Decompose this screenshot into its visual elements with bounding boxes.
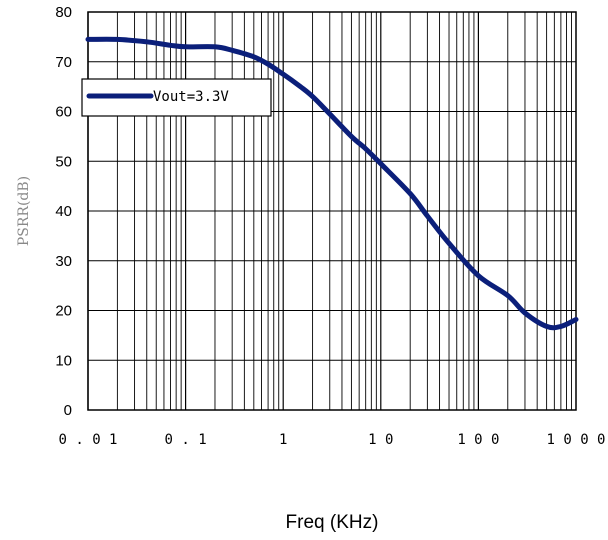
legend-label: Vout=3.3V <box>153 89 229 105</box>
y-tick-label: 70 <box>55 54 72 71</box>
y-tick-label: 0 <box>64 402 72 419</box>
series-line-vout-3-3v <box>85 36 579 331</box>
y-tick-label: 40 <box>55 203 72 220</box>
y-axis-ticks: 0 10 20 30 40 50 60 70 80 <box>55 4 72 419</box>
x-tick-label: 0 . 0 1 <box>58 432 117 448</box>
x-tick-label: 1 0 0 0 <box>546 432 605 448</box>
x-tick-label: 0 . 1 <box>165 432 207 448</box>
plot-frame <box>87 11 577 411</box>
x-tick-label: 1 <box>279 432 287 448</box>
x-tick-label: 1 0 0 <box>457 432 499 448</box>
x-axis-label: Freq (KHz) <box>286 512 379 533</box>
x-axis-ticks: 0 . 0 1 0 . 1 1 1 0 1 0 0 1 0 0 0 <box>58 432 605 448</box>
y-tick-label: 60 <box>55 104 72 121</box>
y-tick-label: 30 <box>55 253 72 270</box>
x-tick-label: 1 0 <box>368 432 393 448</box>
y-tick-label: 10 <box>55 352 72 369</box>
legend: Vout=3.3V <box>81 78 272 117</box>
y-tick-label: 80 <box>55 4 72 21</box>
y-axis-label: PSRR(dB) <box>16 176 32 246</box>
y-tick-label: 50 <box>55 153 72 170</box>
grid-lines <box>87 11 576 411</box>
y-tick-label: 20 <box>55 303 72 320</box>
